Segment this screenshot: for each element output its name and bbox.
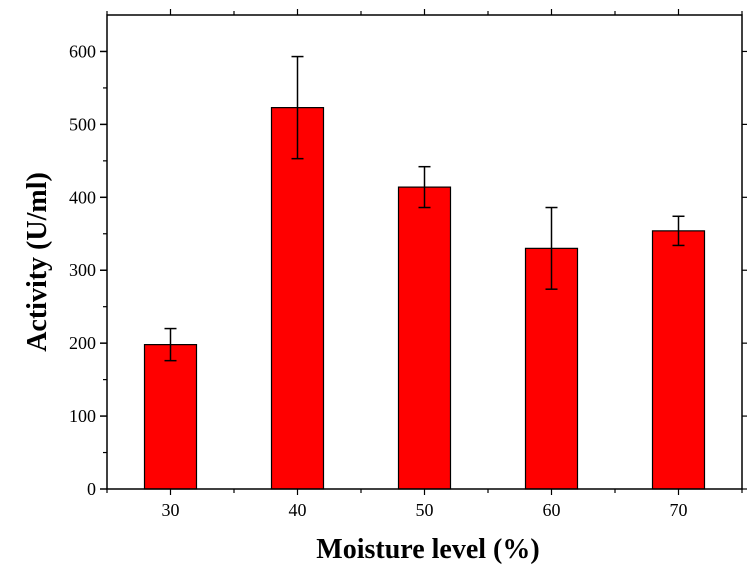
bar-30 [143, 344, 198, 490]
x-tick-label-40: 40 [289, 500, 307, 520]
x-axis: 30 40 50 60 70 [106, 9, 743, 520]
y-axis: 0 100 200 300 400 500 600 [69, 41, 747, 499]
bar-50 [397, 186, 452, 490]
y-tick-label-100: 100 [69, 406, 96, 426]
x-tick-label-60: 60 [543, 500, 561, 520]
y-tick-label-600: 600 [69, 41, 96, 61]
y-tick-label-300: 300 [69, 260, 96, 280]
y-tick-label-0: 0 [87, 479, 96, 499]
bar-70 [651, 230, 706, 490]
y-tick-label-200: 200 [69, 333, 96, 353]
error-bar-group [164, 55, 685, 362]
y-axis-title: Activity (U/ml) [22, 172, 53, 352]
x-tick-label-30: 30 [162, 500, 180, 520]
x-axis-title: Moisture level (%) [316, 534, 539, 565]
bar-group [143, 107, 706, 490]
bar-40 [270, 107, 325, 490]
y-tick-label-500: 500 [69, 114, 96, 134]
y-tick-label-400: 400 [69, 187, 96, 207]
x-tick-label-70: 70 [670, 500, 688, 520]
x-tick-label-50: 50 [416, 500, 434, 520]
